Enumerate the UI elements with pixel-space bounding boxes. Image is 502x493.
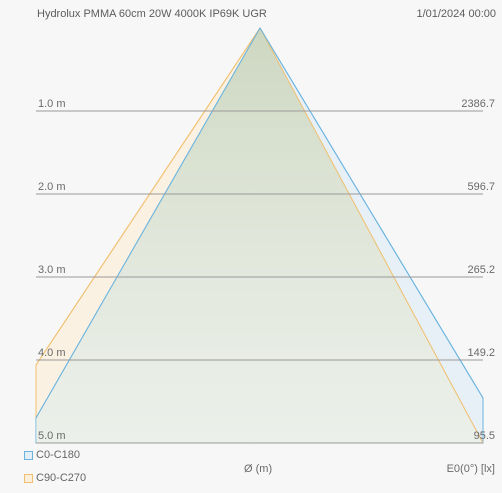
c90-c270-right-edge [259, 27, 484, 444]
illuminance-label: 596.7 [467, 181, 495, 193]
illuminance-label: 149.2 [467, 347, 495, 359]
illuminance-label: 95.5 [473, 430, 495, 442]
distance-label: 1.0 m [38, 98, 66, 110]
illuminance-label: 2386.7 [461, 98, 495, 110]
c0-c180-left-edge [35, 27, 261, 419]
overlap-region [36, 28, 483, 443]
legend-item-c0-c180: C0-C180 [24, 449, 80, 461]
legend-swatch-orange [24, 473, 33, 483]
c0-c180-right-edge [259, 27, 484, 399]
legend-swatch-blue [24, 450, 33, 460]
timestamp: 1/01/2024 00:00 [416, 8, 496, 20]
legend-label: C90-C270 [36, 472, 87, 484]
luminaire-title: Hydrolux PMMA 60cm 20W 4000K IP69K UGR [37, 8, 267, 20]
distance-label: 5.0 m [38, 430, 66, 442]
illuminance-axis-label: E0(0°) [lx] [446, 463, 495, 475]
diameter-axis-label: Ø (m) [244, 463, 273, 475]
legend-label: C0-C180 [36, 449, 81, 461]
distance-label: 4.0 m [38, 347, 66, 359]
illuminance-label: 265.2 [467, 264, 495, 276]
c90-c270-left-edge [35, 27, 261, 366]
distance-label: 3.0 m [38, 264, 66, 276]
distance-label: 2.0 m [38, 181, 66, 193]
legend-item-c90-c270: C90-C270 [24, 472, 86, 484]
